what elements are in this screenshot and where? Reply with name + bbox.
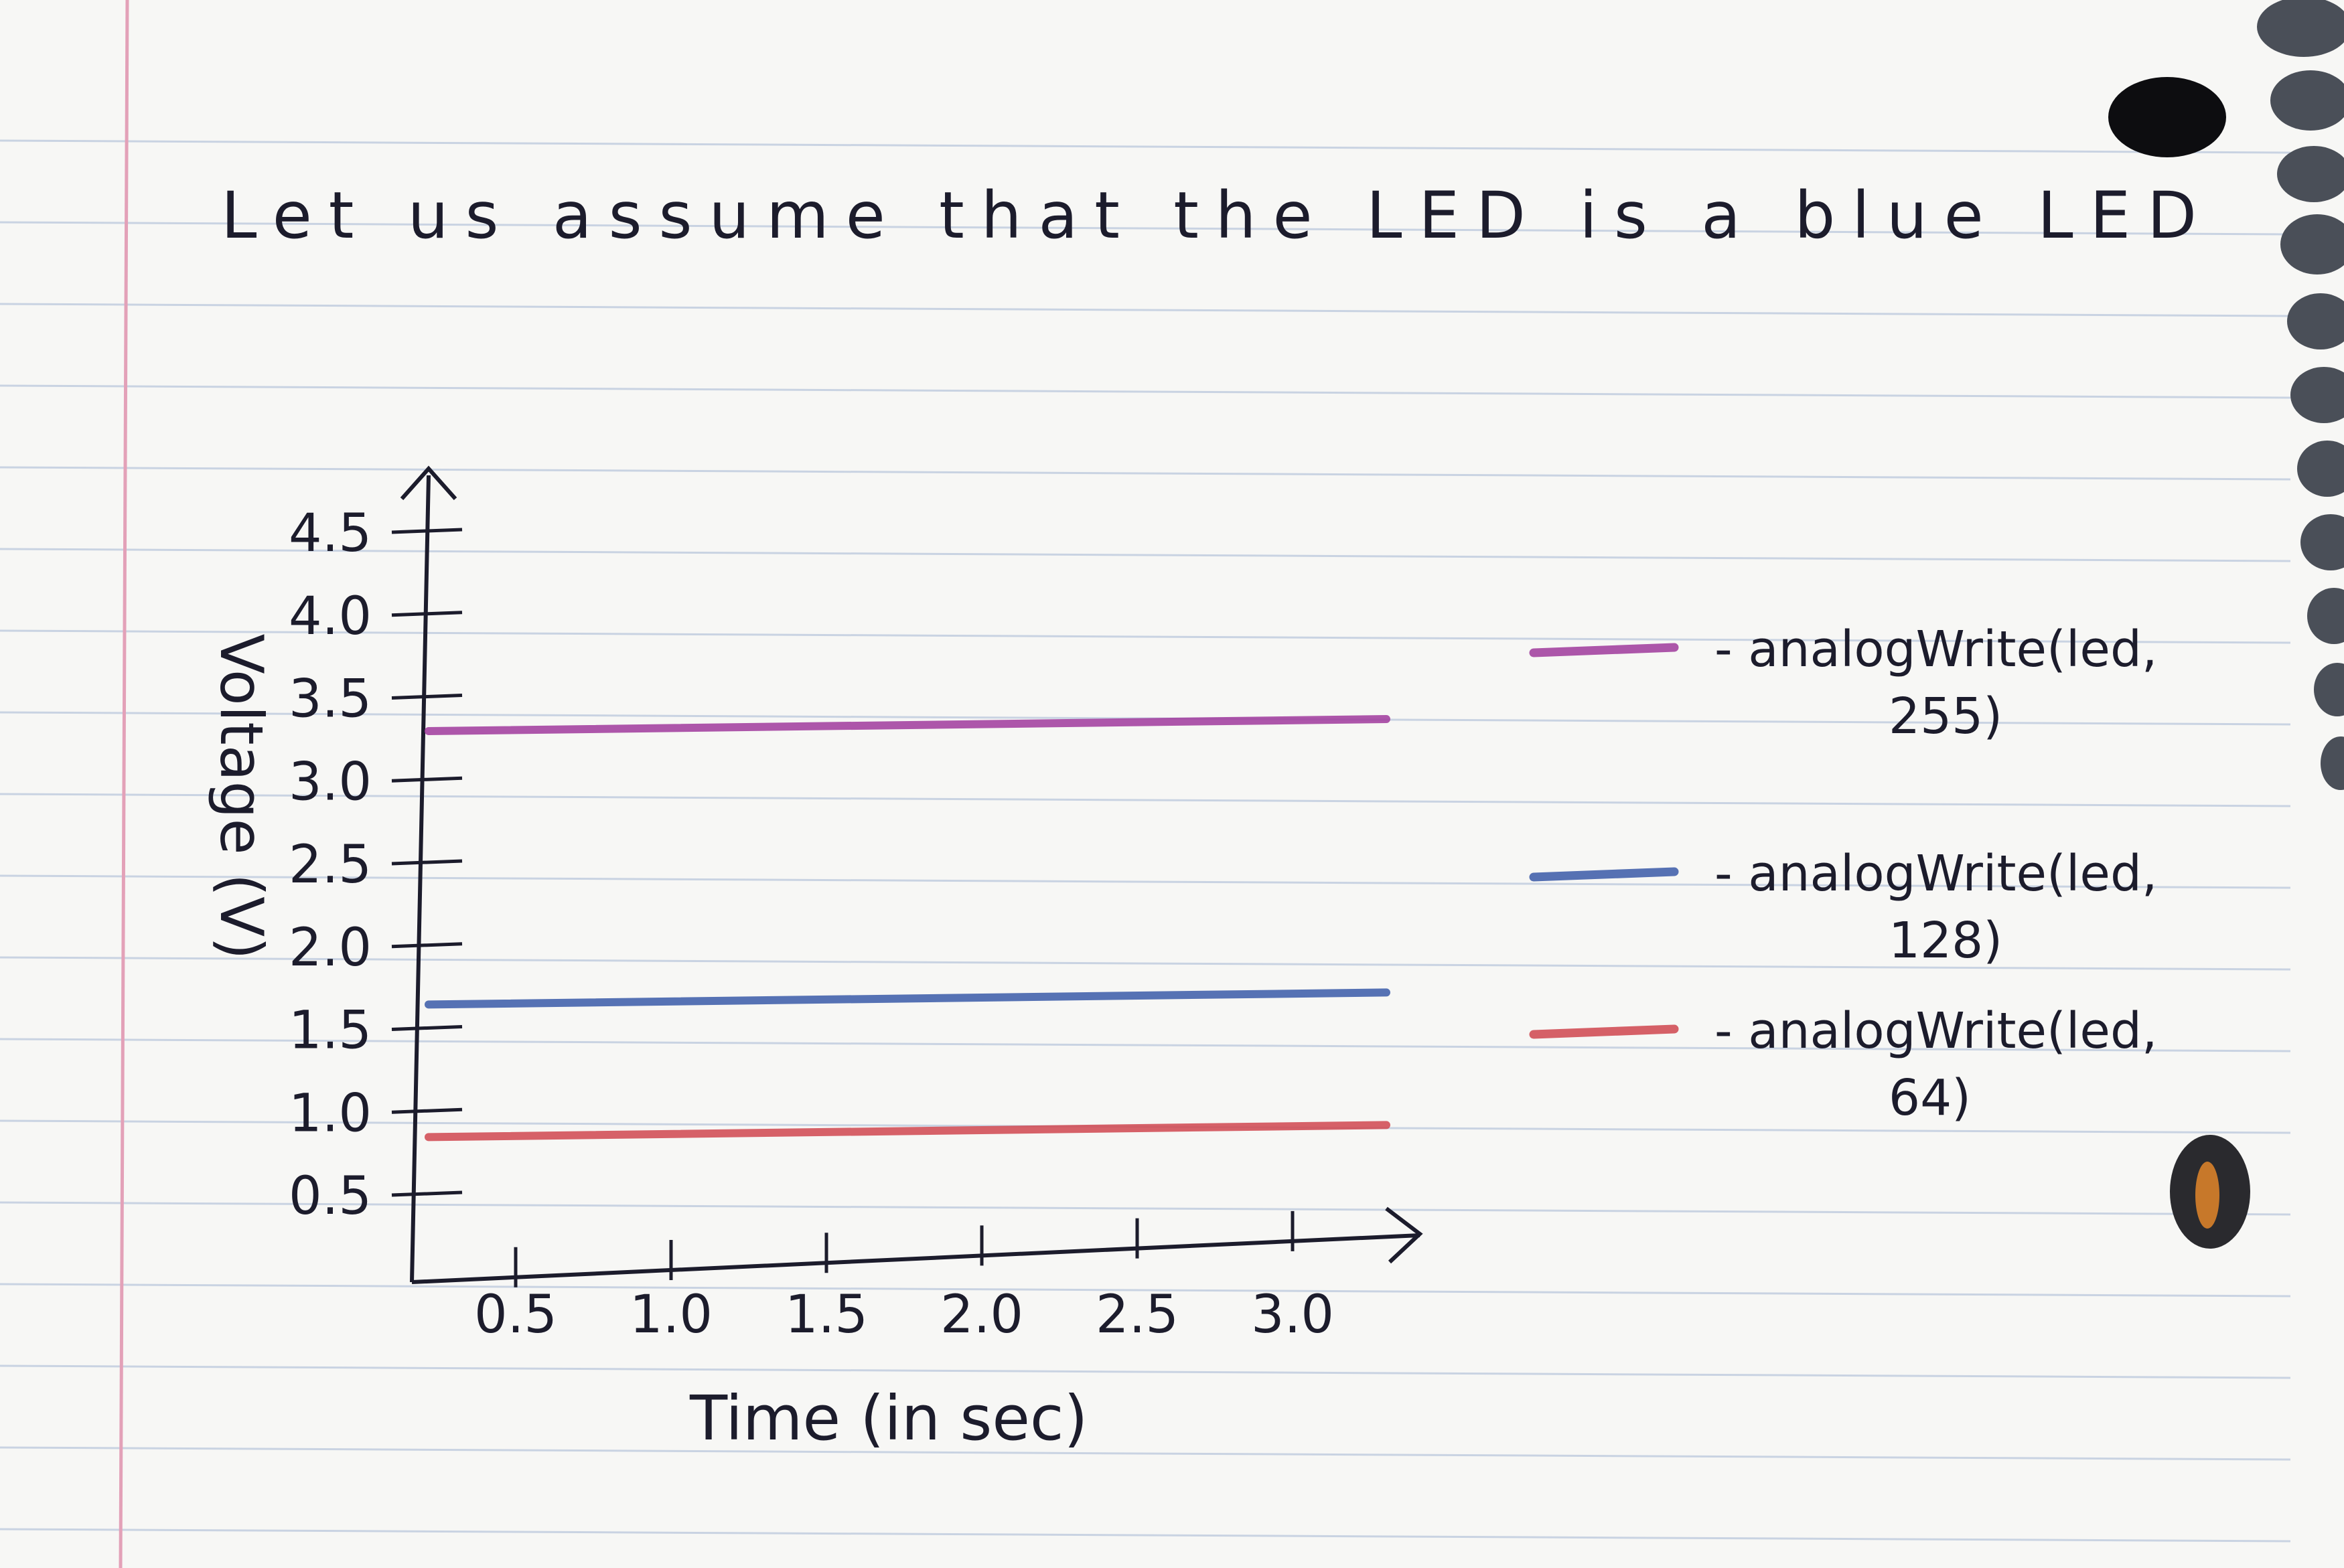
y-tick-label: 3.5 bbox=[289, 670, 372, 730]
ruled-line bbox=[0, 793, 2291, 807]
y-tick-mark bbox=[391, 1190, 463, 1197]
y-tick-mark bbox=[391, 1107, 463, 1114]
ruled-line bbox=[0, 1201, 2291, 1216]
y-tick-label: 1.5 bbox=[289, 1001, 372, 1061]
series-line-2 bbox=[425, 988, 1390, 1009]
ruled-line bbox=[0, 384, 2291, 399]
punched-hole-top bbox=[2108, 77, 2226, 157]
legend-swatch-3 bbox=[1529, 1024, 1679, 1039]
y-tick-mark bbox=[391, 528, 463, 534]
ruled-line bbox=[0, 629, 2291, 644]
y-axis-title: Voltage (V) bbox=[207, 634, 276, 960]
y-axis bbox=[400, 465, 457, 1283]
y-tick-mark bbox=[391, 694, 463, 700]
x-tick-label: 2.0 bbox=[940, 1285, 1023, 1345]
y-tick-mark bbox=[391, 942, 463, 949]
ruled-line bbox=[0, 1283, 2291, 1298]
x-axis bbox=[411, 1206, 1423, 1284]
y-tick-label: 2.0 bbox=[289, 918, 372, 978]
x-tick-label: 1.0 bbox=[630, 1285, 713, 1345]
y-tick-mark bbox=[391, 776, 463, 783]
ruled-line bbox=[0, 1446, 2291, 1461]
voltage-time-chart: 0.5 1.0 1.5 2.0 2.5 3.0 3.5 4.0 4.5 0.5 1.0 1.5 2.0… bbox=[207, 465, 2157, 1454]
ruled-line bbox=[0, 1038, 2291, 1052]
x-axis-line bbox=[411, 1233, 1420, 1284]
y-tick-mark bbox=[391, 1025, 463, 1031]
ruled-line bbox=[0, 139, 2291, 154]
ruled-line bbox=[0, 221, 2291, 236]
x-tick-label: 2.5 bbox=[1096, 1285, 1179, 1345]
x-axis-arrow bbox=[1385, 1206, 1423, 1264]
legend-label-3: - analogWrite(led, 64) bbox=[1714, 1002, 2157, 1127]
x-tick-label: 1.5 bbox=[785, 1285, 868, 1345]
y-tick-label: 2.5 bbox=[289, 835, 372, 895]
y-axis-line bbox=[410, 475, 431, 1283]
ruled-line bbox=[0, 548, 2291, 562]
legend-label-1: - analogWrite(led, 255) bbox=[1714, 621, 2157, 745]
series-line-3 bbox=[425, 1121, 1390, 1142]
y-tick-label: 0.5 bbox=[289, 1166, 372, 1227]
margin-line bbox=[119, 0, 129, 1568]
y-tick-label: 1.0 bbox=[289, 1083, 372, 1144]
y-axis-arrow bbox=[400, 465, 457, 500]
x-axis-title: Time (in sec) bbox=[689, 1383, 1088, 1454]
ruled-line bbox=[0, 874, 2291, 889]
series-lines bbox=[425, 715, 1390, 1142]
ruled-line bbox=[0, 466, 2291, 481]
legend-label-2: - analogWrite(led, 128) bbox=[1714, 845, 2157, 969]
y-tick-mark bbox=[391, 611, 463, 617]
y-tick-group: 0.5 1.0 1.5 2.0 2.5 3.0 3.5 4.0 4.5 bbox=[289, 503, 463, 1227]
ruled-line bbox=[0, 303, 2291, 317]
ruled-line bbox=[0, 1364, 2291, 1379]
y-tick-mark bbox=[391, 859, 463, 866]
y-tick-label: 4.5 bbox=[289, 503, 372, 564]
x-tick-label: 0.5 bbox=[474, 1285, 557, 1345]
series-line-1 bbox=[425, 715, 1390, 735]
legend: - analogWrite(led, 255) - analogWrite(led,… bbox=[1529, 621, 2157, 1127]
legend-swatch-2 bbox=[1529, 867, 1679, 882]
x-tick-label: 3.0 bbox=[1251, 1285, 1334, 1345]
spiral-binding bbox=[2257, 0, 2344, 790]
legend-swatch-1 bbox=[1529, 643, 1679, 657]
x-tick-group: 0.5 1.0 1.5 2.0 2.5 3.0 bbox=[474, 1210, 1334, 1345]
ruled-line bbox=[0, 1528, 2291, 1543]
y-tick-label: 3.0 bbox=[289, 752, 372, 812]
hole-reflection bbox=[2195, 1162, 2219, 1229]
y-tick-label: 4.0 bbox=[289, 586, 372, 647]
page-heading: Let us assume that the LED is a blue LED bbox=[221, 178, 2197, 253]
ruled-line bbox=[0, 956, 2291, 971]
